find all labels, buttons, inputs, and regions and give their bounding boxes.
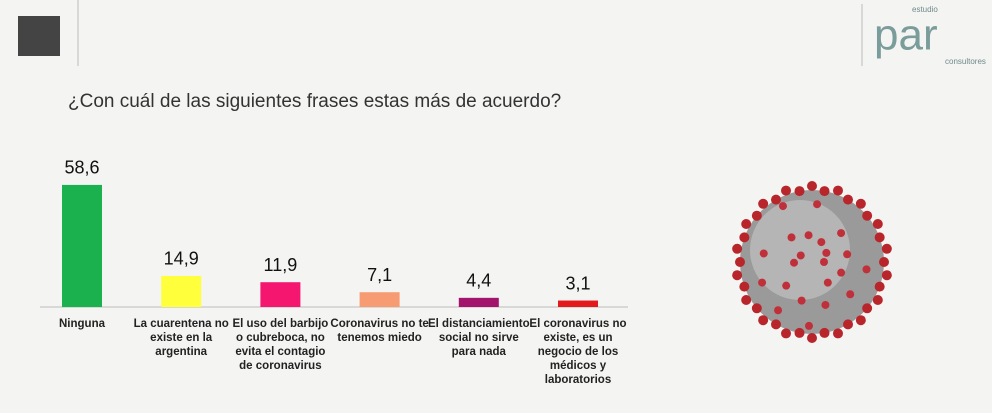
virus-spike (807, 333, 817, 343)
logo-main: par (874, 11, 938, 60)
virus-spike (881, 270, 892, 281)
virus-spike (872, 295, 883, 305)
virus-spike (823, 278, 832, 287)
virus-spike (732, 243, 743, 254)
virus-spike (794, 327, 805, 338)
x-tick-label: La cuarentena no existe en la argentina (133, 318, 229, 358)
virus-spike (778, 202, 787, 211)
value-label: 14,9 (164, 249, 199, 269)
virus-spike (781, 328, 792, 339)
virus-spike (771, 319, 781, 330)
virus-spike (759, 249, 768, 258)
bar (161, 275, 202, 307)
virus-highlight (750, 200, 850, 300)
virus-spike (781, 185, 792, 196)
virus-spike (862, 210, 873, 221)
virus-spike (837, 268, 846, 277)
value-label: 58,6 (64, 158, 99, 178)
virus-spike (739, 232, 750, 243)
virus-spike (822, 248, 831, 257)
virus-spike (758, 315, 769, 326)
virus-spike (758, 198, 769, 209)
logo-bottom: consultores (945, 57, 986, 66)
virus-spike (843, 194, 853, 205)
bar (458, 297, 499, 307)
virus-spike (862, 265, 871, 274)
x-tick-label: El distanciamiento social no sirve para … (427, 318, 530, 358)
virus-spike (804, 321, 813, 330)
virus-spike (843, 319, 853, 330)
virus-spike (872, 219, 883, 229)
x-tick-label: Coronavirus no te tenemos miedo (330, 318, 429, 344)
virus-spike (735, 257, 745, 267)
virus-spike (817, 238, 826, 247)
virus-spike (862, 303, 873, 314)
value-label: 3,1 (565, 273, 590, 293)
virus-image (732, 181, 892, 343)
virus-spike (837, 229, 846, 238)
x-tick-label: El coronavirus no existe, es un negocio … (529, 318, 627, 386)
virus-spike (855, 315, 866, 326)
virus-spike (846, 290, 855, 299)
virus-spike (881, 243, 892, 254)
virus-spike (820, 258, 828, 266)
virus-spike (741, 295, 752, 305)
corner-square (18, 16, 60, 56)
virus-spike (813, 200, 822, 209)
bar (260, 282, 301, 307)
value-label: 11,9 (264, 255, 298, 275)
virus-spike (797, 296, 806, 305)
bar (62, 184, 102, 307)
virus-spike (855, 198, 866, 209)
value-label: 7,1 (367, 265, 392, 285)
virus-spike (874, 232, 885, 243)
virus-spike (782, 281, 791, 290)
virus-spike (771, 194, 781, 205)
virus-spike (787, 233, 796, 242)
virus-spike (751, 303, 762, 314)
x-tick-label: El uso del barbijo o cubreboca, no evita… (232, 318, 329, 372)
logo-top: estudio (912, 5, 938, 14)
virus-spike (821, 300, 830, 309)
virus-spike (732, 270, 743, 281)
virus-spike (751, 210, 762, 221)
virus-spike (758, 278, 767, 287)
bar (359, 292, 400, 307)
virus-spike (874, 281, 885, 292)
virus-spike (741, 219, 752, 229)
virus-spike (819, 327, 830, 338)
virus-spike (832, 328, 843, 339)
virus-spike (739, 281, 750, 292)
virus-spike (819, 186, 830, 197)
x-tick-label: Ninguna (59, 318, 105, 330)
virus-spike (790, 258, 799, 267)
virus-spike (794, 186, 805, 197)
virus-spike (796, 251, 805, 260)
value-label: 4,4 (466, 271, 491, 291)
virus-spike (843, 250, 852, 259)
virus-spike (807, 181, 817, 191)
chart-title: ¿Con cuál de las siguientes frases estas… (68, 91, 561, 112)
virus-spike (879, 257, 889, 267)
virus-spike (832, 185, 843, 196)
virus-spike (774, 306, 783, 315)
bar (558, 300, 598, 307)
virus-spike (804, 231, 813, 240)
